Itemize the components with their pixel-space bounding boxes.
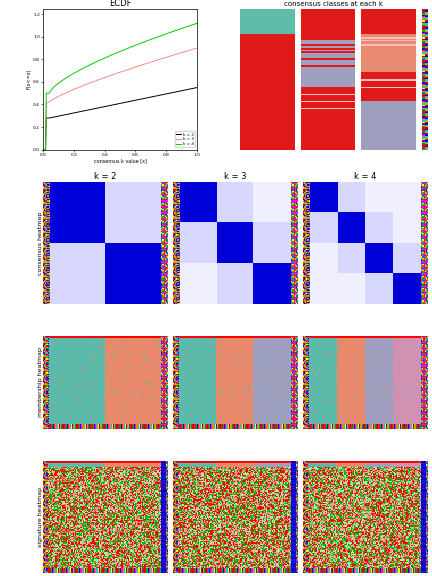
Title: ECDF: ECDF (109, 0, 131, 8)
Y-axis label: F(x<=x): F(x<=x) (27, 69, 32, 89)
Legend: k = 2, k = 3, k = 4: k = 2, k = 3, k = 4 (175, 131, 195, 147)
Y-axis label: membership heatmap: membership heatmap (38, 347, 43, 418)
Y-axis label: signature heatmap: signature heatmap (38, 487, 43, 547)
Y-axis label: consensus heatmap: consensus heatmap (38, 211, 43, 275)
X-axis label: consensus k value [x]: consensus k value [x] (94, 158, 146, 163)
Title: k = 3: k = 3 (224, 172, 247, 181)
Title: k = 2: k = 2 (95, 172, 117, 181)
Title: consensus classes at each k: consensus classes at each k (284, 1, 383, 7)
Title: k = 4: k = 4 (354, 172, 376, 181)
